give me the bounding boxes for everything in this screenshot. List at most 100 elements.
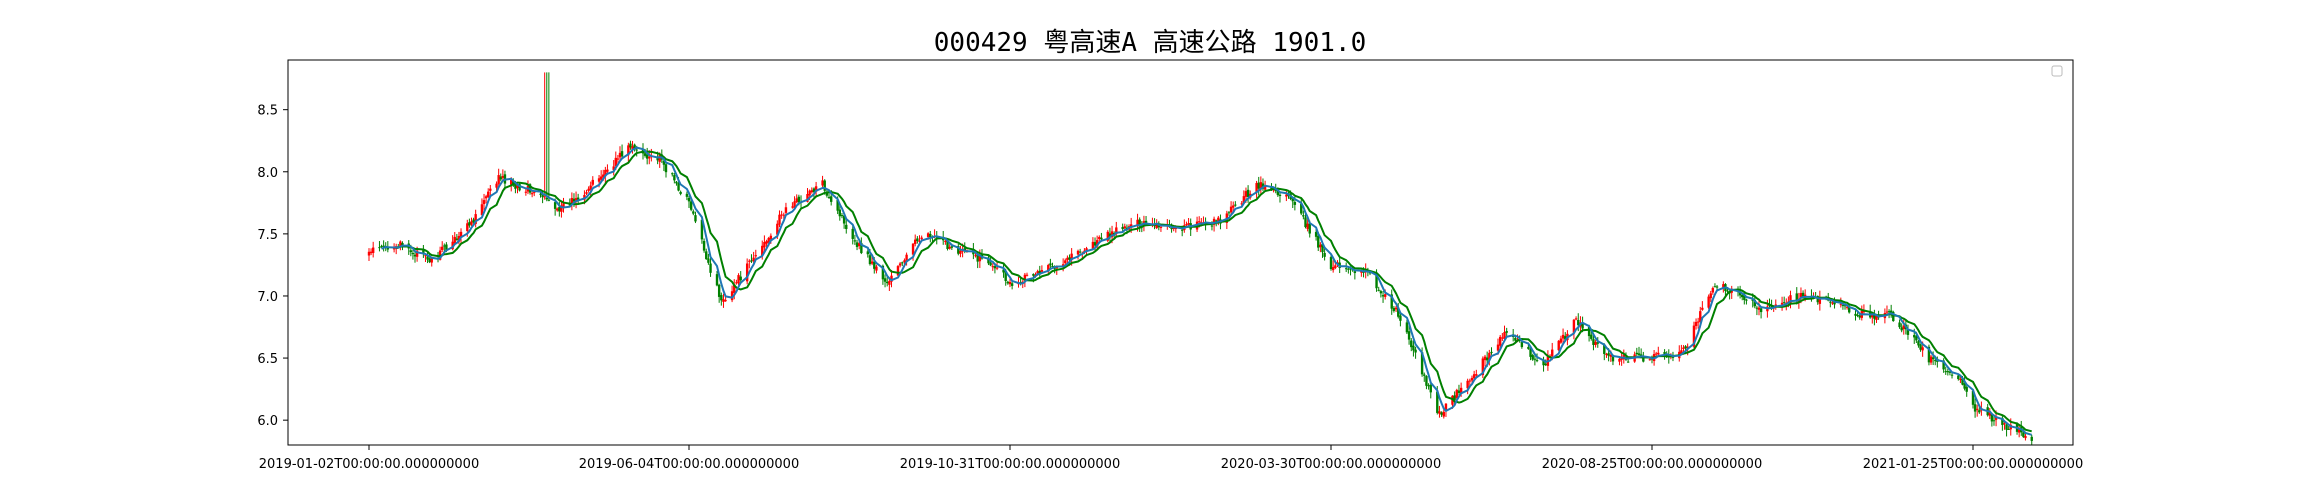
candle-body xyxy=(797,196,801,203)
candle-body xyxy=(1227,212,1231,214)
candle-body xyxy=(739,276,742,281)
candle-body xyxy=(2003,423,2006,425)
candle-body xyxy=(840,215,844,217)
candle-body xyxy=(1596,342,1599,344)
x-tick-label: 2019-10-31T00:00:00.000000000 xyxy=(900,457,1120,472)
candle-body xyxy=(791,206,794,208)
candle-body xyxy=(1302,215,1305,217)
candle-body xyxy=(1300,203,1303,214)
chart-title: 000429 粤高速A 高速公路 1901.0 xyxy=(933,28,1367,58)
candle-body xyxy=(480,204,484,216)
candle-body xyxy=(656,157,659,161)
candle-body xyxy=(1453,395,1456,401)
candle-body xyxy=(689,201,693,210)
candle-body xyxy=(1965,387,1968,392)
candle-body xyxy=(978,255,982,262)
candle-body xyxy=(585,192,588,194)
candle-body xyxy=(576,197,580,200)
candle-body xyxy=(441,246,444,250)
candle-body xyxy=(426,256,429,260)
candle-body xyxy=(1741,295,1744,298)
candle-body xyxy=(1392,307,1396,311)
candle-body xyxy=(413,254,417,257)
candle-body xyxy=(1642,356,1645,362)
candle-body xyxy=(599,176,603,180)
candle-body xyxy=(1959,378,1962,380)
candle-body xyxy=(401,243,404,246)
candle-body xyxy=(780,214,783,216)
candle-body xyxy=(1618,358,1621,362)
candle-body xyxy=(1637,353,1641,356)
candle-body xyxy=(1581,322,1584,329)
candle-body xyxy=(1692,325,1696,347)
candle-body xyxy=(606,169,609,172)
candle-body xyxy=(754,255,757,257)
candle-body xyxy=(631,146,634,150)
candle-body xyxy=(735,282,738,284)
y-tick-label: 8.0 xyxy=(257,166,278,181)
candle-body xyxy=(1002,269,1005,273)
candle-body xyxy=(1696,321,1700,323)
candle-body xyxy=(916,238,919,242)
candle-body xyxy=(1212,218,1216,225)
candle-body xyxy=(1529,348,1532,357)
candle-body xyxy=(1394,307,1398,310)
candle-body xyxy=(1990,413,1994,422)
candle-body xyxy=(543,196,546,198)
candle-body xyxy=(497,175,500,184)
candle-body xyxy=(918,240,921,242)
candle-body xyxy=(1240,203,1243,205)
candle-body xyxy=(1234,204,1237,206)
candle-body xyxy=(810,190,813,193)
candle-body xyxy=(1829,301,1832,303)
candle-body xyxy=(1572,319,1576,333)
candle-body xyxy=(702,240,706,251)
candle-body xyxy=(765,241,768,244)
candle-body xyxy=(989,262,992,266)
candle-body xyxy=(1975,408,1979,410)
candle-body xyxy=(1898,322,1901,328)
candle-body xyxy=(1379,291,1383,294)
candle-body xyxy=(1919,344,1922,350)
candle-body xyxy=(643,153,647,156)
candle-body xyxy=(1334,265,1337,269)
candle-body xyxy=(1931,357,1935,360)
candle-body xyxy=(890,275,893,282)
candle-body xyxy=(1533,358,1537,360)
candle-body xyxy=(1759,308,1763,313)
candle-body xyxy=(1319,244,1322,248)
candle-body xyxy=(618,152,622,158)
candle-body xyxy=(1308,223,1311,234)
candle-body xyxy=(1397,307,1400,317)
candle-body xyxy=(1483,356,1487,361)
candle-body xyxy=(1682,347,1685,349)
candle-body xyxy=(1711,288,1715,293)
candle-body xyxy=(700,219,704,240)
candle-body xyxy=(1887,311,1891,313)
candle-body xyxy=(793,201,796,209)
candle-body xyxy=(1542,359,1545,366)
candle-body xyxy=(671,173,674,175)
candle-body xyxy=(1745,299,1748,301)
candle-body xyxy=(1574,318,1578,320)
candle-body xyxy=(1425,376,1428,386)
candle-body xyxy=(1988,412,1991,416)
candle-body xyxy=(1701,307,1704,310)
candle-body xyxy=(1831,302,1834,304)
candle-body xyxy=(2022,432,2025,437)
candle-body xyxy=(1715,286,1719,288)
candle-body xyxy=(1390,294,1393,309)
candle-body xyxy=(1845,306,1849,308)
candle-body xyxy=(1025,274,1029,276)
candle-body xyxy=(1657,352,1660,355)
candle-body xyxy=(1276,190,1280,196)
candle-body xyxy=(1753,300,1757,307)
candle-body xyxy=(888,281,891,285)
candle-body xyxy=(748,260,751,262)
candle-body xyxy=(1900,327,1903,331)
candle-body xyxy=(1174,228,1178,230)
candle-body xyxy=(1726,290,1729,292)
candle-body xyxy=(1848,307,1851,313)
candle-body xyxy=(685,193,689,197)
candle-body xyxy=(920,237,923,240)
